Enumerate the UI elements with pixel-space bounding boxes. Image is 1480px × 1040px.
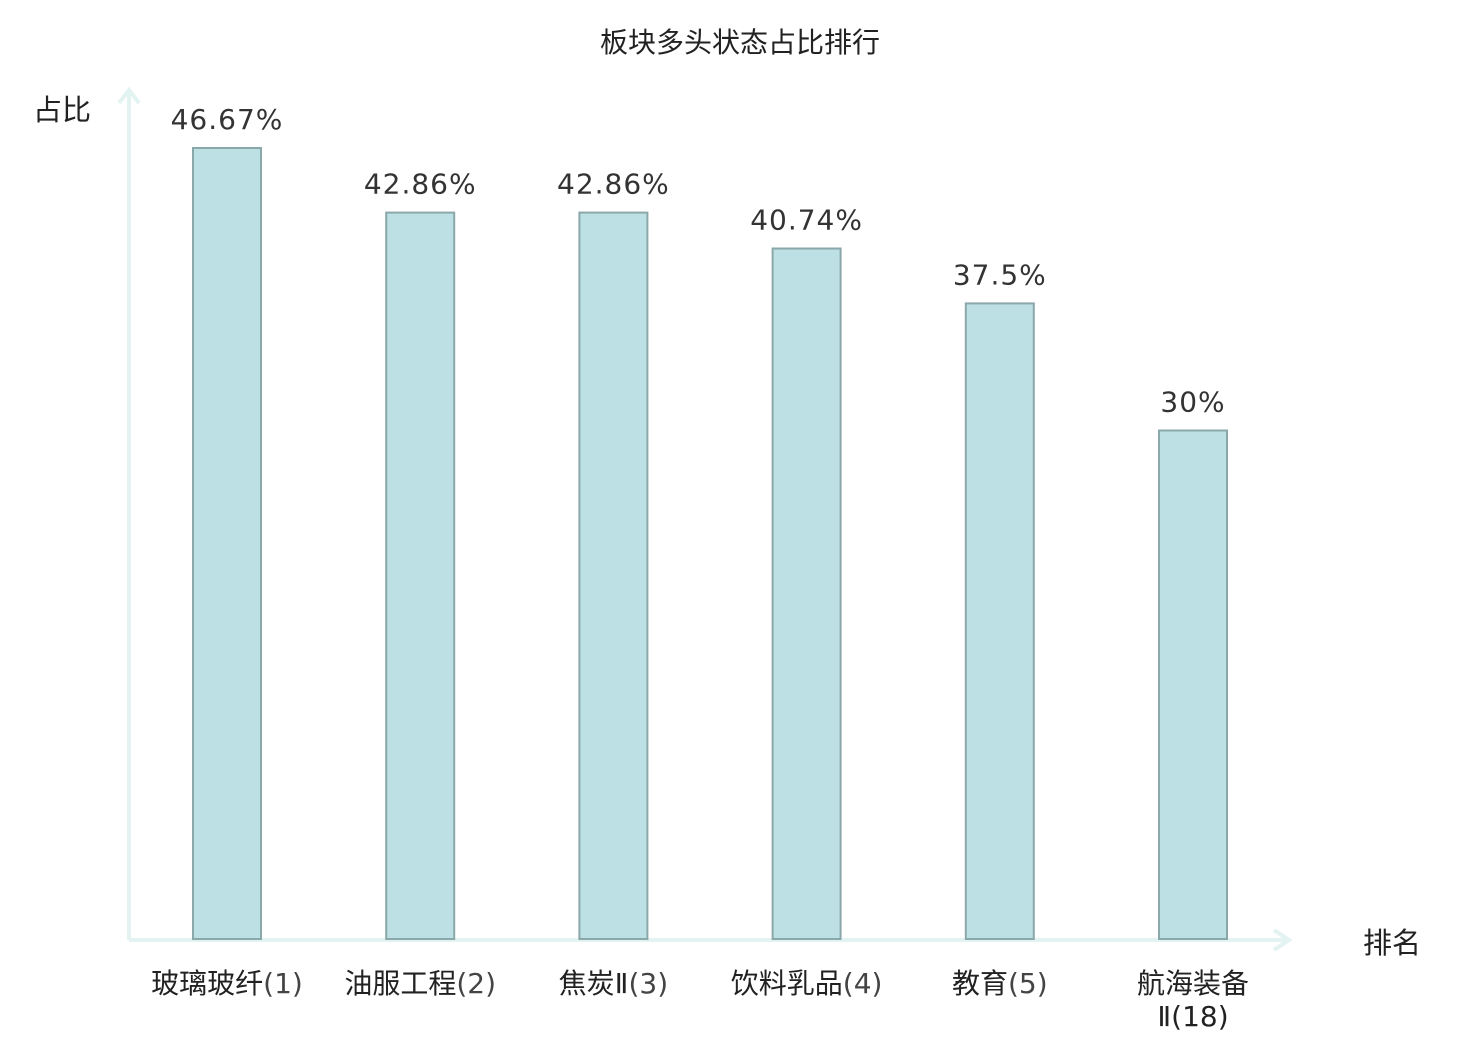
value-label-5: 37.5%: [953, 258, 1047, 291]
category-label-1: 玻璃玻纤(1): [151, 967, 303, 1000]
y-axis-arrow: [117, 86, 141, 105]
bar-1: [192, 147, 262, 940]
bar-2: [385, 211, 456, 941]
value-label-3: 42.86%: [557, 168, 670, 201]
x-axis-arrow: [1272, 928, 1293, 952]
category-label-2: 油服工程(2): [344, 967, 496, 1000]
bar-6: [1158, 429, 1228, 940]
value-label-2: 42.86%: [364, 168, 477, 201]
x-axis-label: 排名: [1363, 926, 1421, 960]
value-label-6: 30%: [1160, 386, 1225, 419]
category-label-5: 教育(5): [952, 967, 1048, 1000]
y-axis-label: 占比: [33, 93, 91, 127]
bar-4: [771, 247, 842, 940]
category-labels-group: 玻璃玻纤(1) 油服工程(2) 焦炭Ⅱ(3) 饮料乳品(4) 教育(5) 航海装备 Ⅱ(18…: [151, 967, 1249, 1033]
category-label-3: 焦炭Ⅱ(3): [559, 967, 668, 1000]
axes: [117, 86, 1293, 952]
value-label-4: 40.74%: [750, 204, 863, 237]
bar-3: [578, 211, 649, 941]
bar-5: [964, 302, 1035, 940]
value-labels-group: 46.67% 42.86% 42.86% 40.74% 37.5% 30%: [171, 103, 1225, 419]
chart-title: 板块多头状态占比排行: [600, 26, 880, 59]
bars-group: [192, 147, 1228, 941]
value-label-1: 46.67%: [171, 103, 284, 136]
category-label-6: 航海装备 Ⅱ(18): [1137, 967, 1249, 1033]
category-label-4: 饮料乳品(4): [731, 967, 883, 1000]
